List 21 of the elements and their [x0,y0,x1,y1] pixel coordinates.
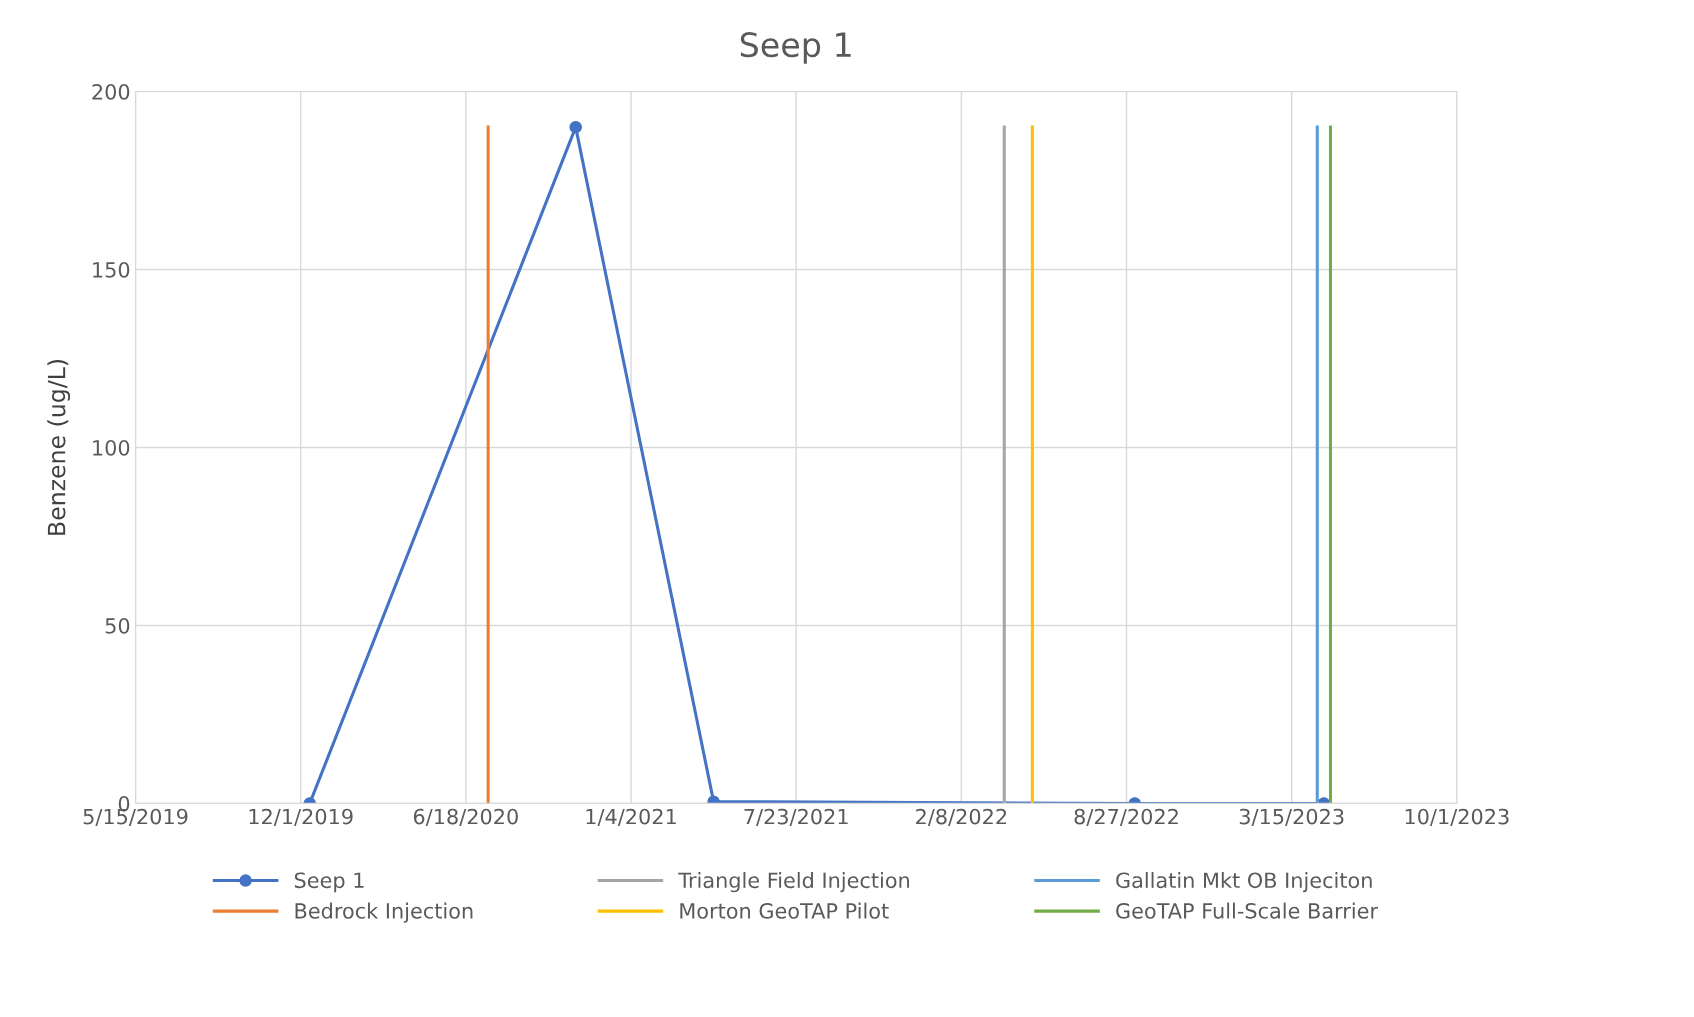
legend-label: Morton GeoTAP Pilot [680,902,889,919]
chart-title: Seep 1 [740,32,851,64]
legend-label: Seep 1 [294,872,364,893]
x-tick-label: 1/4/2021 [586,808,676,827]
x-tick-label: 12/1/2019 [249,808,353,827]
x-tick-label: 10/1/2023 [1405,808,1509,827]
x-tick-label: 7/23/2021 [744,808,848,827]
x-tick-label: 6/18/2020 [413,808,518,827]
legend-label: Bedrock Injection [295,902,473,923]
x-tick-label: 2/8/2022 [916,808,1007,827]
legend-label: Triangle Field Injection [678,872,910,893]
x-tick-label: 3/15/2023 [1239,808,1344,827]
y-tick-label: 100 [93,439,130,456]
legend-label: GeoTAP Full-Scale Barrier [1116,902,1379,919]
y-tick-label: 50 [105,617,130,634]
y-tick-label: 150 [93,261,130,278]
y-tick-label: 200 [92,83,130,100]
x-tick-label: 8/27/2022 [1074,808,1178,827]
point [569,120,582,134]
y-axis-title: Benzene (ug/L) [47,359,71,535]
legend-label: Gallatin Mkt OB Injeciton [1116,872,1372,893]
